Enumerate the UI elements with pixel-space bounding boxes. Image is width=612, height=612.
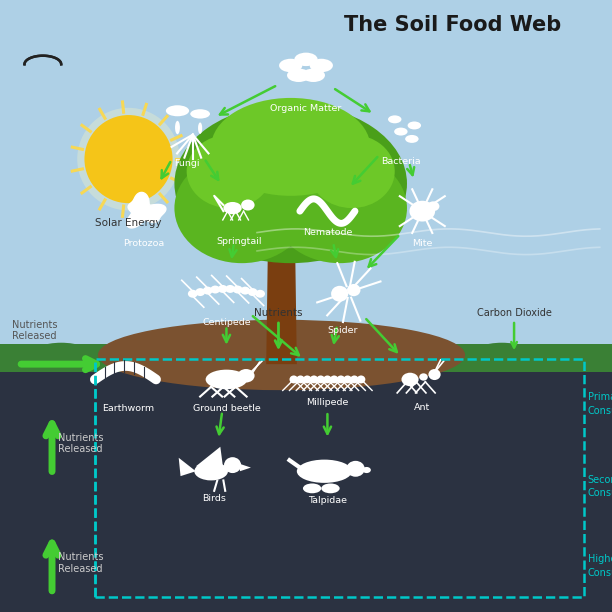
Text: Carbon Dioxide: Carbon Dioxide bbox=[477, 308, 551, 318]
Ellipse shape bbox=[198, 122, 202, 134]
Ellipse shape bbox=[394, 127, 408, 135]
Text: Talpidae: Talpidae bbox=[308, 496, 347, 505]
Ellipse shape bbox=[303, 375, 312, 383]
Ellipse shape bbox=[346, 461, 365, 477]
Ellipse shape bbox=[31, 343, 92, 367]
Ellipse shape bbox=[224, 457, 241, 473]
Ellipse shape bbox=[323, 375, 332, 383]
Text: Earthworm: Earthworm bbox=[102, 404, 155, 413]
Bar bbox=[95, 359, 584, 597]
Ellipse shape bbox=[309, 135, 395, 208]
Text: Spider: Spider bbox=[327, 326, 358, 335]
Ellipse shape bbox=[350, 375, 359, 383]
Ellipse shape bbox=[211, 98, 370, 196]
Ellipse shape bbox=[296, 375, 305, 383]
Ellipse shape bbox=[388, 115, 401, 123]
Bar bbox=[0, 358, 612, 612]
Text: Fungi: Fungi bbox=[174, 159, 200, 168]
Ellipse shape bbox=[347, 284, 360, 296]
Ellipse shape bbox=[401, 373, 419, 386]
Ellipse shape bbox=[248, 288, 258, 296]
Text: Bacteria: Bacteria bbox=[381, 157, 420, 166]
Text: Higher-Level
Consumers: Higher-Level Consumers bbox=[588, 554, 612, 578]
Ellipse shape bbox=[289, 375, 298, 383]
Ellipse shape bbox=[409, 201, 435, 222]
Ellipse shape bbox=[206, 370, 247, 389]
Ellipse shape bbox=[0, 350, 49, 372]
Text: Secondary
Consumers: Secondary Consumers bbox=[588, 475, 612, 498]
Text: Centipede: Centipede bbox=[202, 318, 251, 327]
Ellipse shape bbox=[272, 153, 407, 263]
Ellipse shape bbox=[294, 53, 318, 66]
Text: Millipede: Millipede bbox=[306, 398, 349, 407]
Text: Nutrients
Released: Nutrients Released bbox=[58, 552, 103, 574]
Ellipse shape bbox=[195, 288, 205, 296]
Ellipse shape bbox=[337, 375, 345, 383]
Ellipse shape bbox=[166, 105, 189, 116]
Polygon shape bbox=[127, 192, 166, 228]
Ellipse shape bbox=[408, 121, 421, 129]
Ellipse shape bbox=[175, 121, 180, 134]
Ellipse shape bbox=[211, 286, 220, 294]
Ellipse shape bbox=[545, 350, 594, 372]
Ellipse shape bbox=[225, 285, 235, 293]
Ellipse shape bbox=[287, 69, 310, 82]
Text: Birds: Birds bbox=[202, 494, 226, 504]
Ellipse shape bbox=[233, 286, 242, 294]
Text: Springtail: Springtail bbox=[216, 237, 261, 246]
Text: Primary
Consumers: Primary Consumers bbox=[588, 392, 612, 416]
Text: Ant: Ant bbox=[414, 403, 430, 412]
Circle shape bbox=[84, 115, 173, 203]
Ellipse shape bbox=[343, 375, 352, 383]
Polygon shape bbox=[240, 464, 251, 471]
Text: Nutrients: Nutrients bbox=[254, 308, 303, 318]
Ellipse shape bbox=[279, 59, 302, 72]
Ellipse shape bbox=[297, 460, 352, 483]
Ellipse shape bbox=[310, 59, 333, 72]
Ellipse shape bbox=[174, 104, 407, 263]
Text: Protozoa: Protozoa bbox=[123, 239, 165, 248]
Ellipse shape bbox=[321, 483, 340, 493]
Text: Mite: Mite bbox=[412, 239, 433, 248]
Polygon shape bbox=[179, 458, 196, 476]
Bar bbox=[0, 0, 612, 358]
Ellipse shape bbox=[471, 343, 532, 367]
Ellipse shape bbox=[255, 289, 265, 298]
Ellipse shape bbox=[419, 373, 428, 381]
Ellipse shape bbox=[194, 462, 228, 480]
Ellipse shape bbox=[237, 369, 255, 382]
Ellipse shape bbox=[362, 467, 371, 473]
Ellipse shape bbox=[241, 200, 255, 211]
Ellipse shape bbox=[302, 69, 325, 82]
Ellipse shape bbox=[357, 375, 365, 383]
Ellipse shape bbox=[190, 109, 210, 119]
Ellipse shape bbox=[310, 375, 318, 383]
Text: Ground beetle: Ground beetle bbox=[193, 404, 260, 413]
Text: Organic Matter: Organic Matter bbox=[271, 104, 341, 113]
Ellipse shape bbox=[427, 201, 439, 211]
Ellipse shape bbox=[330, 375, 338, 383]
Ellipse shape bbox=[187, 135, 272, 208]
Ellipse shape bbox=[331, 286, 348, 302]
Ellipse shape bbox=[405, 135, 419, 143]
Ellipse shape bbox=[303, 483, 321, 493]
Text: The Soil Food Web: The Soil Food Web bbox=[345, 15, 561, 35]
Text: Nematode: Nematode bbox=[303, 228, 352, 237]
Polygon shape bbox=[196, 447, 223, 470]
Ellipse shape bbox=[316, 375, 325, 383]
Ellipse shape bbox=[218, 285, 228, 293]
Text: Nutrients
Released: Nutrients Released bbox=[12, 319, 58, 341]
Ellipse shape bbox=[174, 153, 309, 263]
Text: Solar Energy: Solar Energy bbox=[95, 218, 162, 228]
Text: Nutrients
Released: Nutrients Released bbox=[58, 433, 103, 455]
Ellipse shape bbox=[203, 286, 212, 294]
Ellipse shape bbox=[241, 286, 250, 294]
Polygon shape bbox=[266, 236, 297, 364]
Ellipse shape bbox=[428, 369, 441, 380]
Ellipse shape bbox=[98, 320, 465, 390]
Ellipse shape bbox=[188, 289, 198, 298]
Bar bbox=[0, 344, 612, 372]
Ellipse shape bbox=[223, 202, 242, 214]
